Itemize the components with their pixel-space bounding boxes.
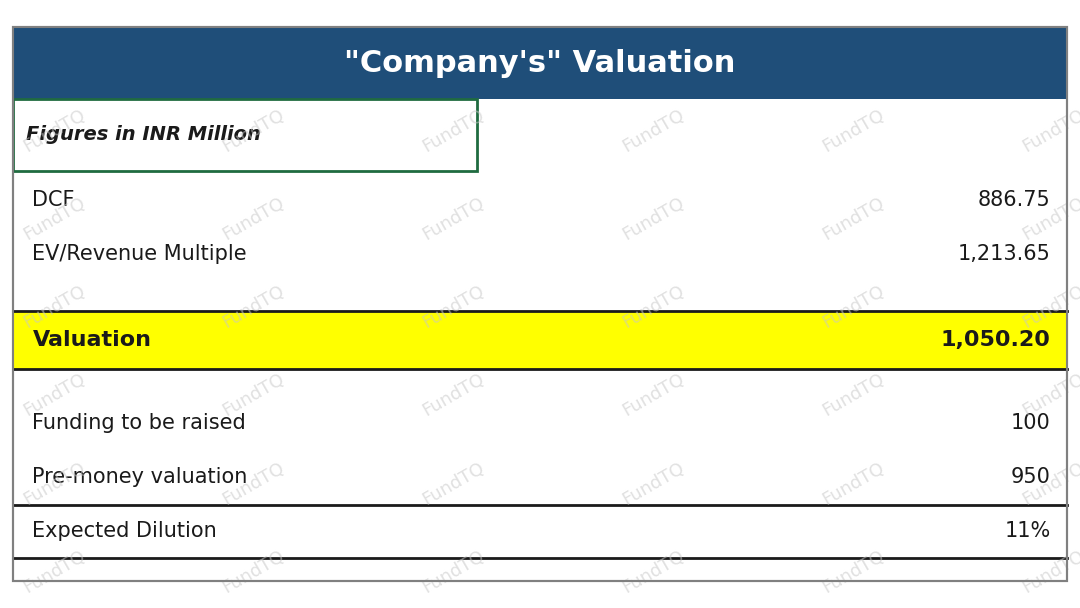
Text: FundTQ: FundTQ: [419, 194, 488, 244]
Text: FundTQ: FundTQ: [619, 106, 688, 156]
Text: FundTQ: FundTQ: [219, 458, 288, 508]
Text: FundTQ: FundTQ: [219, 282, 288, 332]
Text: FundTQ: FundTQ: [619, 194, 688, 244]
Text: Valuation: Valuation: [32, 330, 151, 350]
Text: FundTQ: FundTQ: [819, 370, 888, 420]
Text: FundTQ: FundTQ: [619, 458, 688, 508]
Text: FundTQ: FundTQ: [419, 282, 488, 332]
Text: FundTQ: FundTQ: [19, 458, 89, 508]
Text: FundTQ: FundTQ: [219, 370, 288, 420]
Text: Funding to be raised: Funding to be raised: [32, 413, 246, 433]
Text: FundTQ: FundTQ: [219, 194, 288, 244]
Text: 950: 950: [1011, 467, 1051, 486]
Text: FundTQ: FundTQ: [19, 106, 89, 156]
Text: 11%: 11%: [1004, 522, 1051, 541]
Text: FundTQ: FundTQ: [219, 547, 288, 596]
Text: 100: 100: [1011, 413, 1051, 433]
Text: FundTQ: FundTQ: [819, 282, 888, 332]
Text: FundTQ: FundTQ: [1018, 458, 1080, 508]
Text: Expected Dilution: Expected Dilution: [32, 522, 217, 541]
Text: FundTQ: FundTQ: [819, 106, 888, 156]
Text: DCF: DCF: [32, 190, 75, 210]
Text: FundTQ: FundTQ: [19, 194, 89, 244]
Bar: [13, 311, 1067, 369]
Text: FundTQ: FundTQ: [419, 458, 488, 508]
Text: EV/Revenue Multiple: EV/Revenue Multiple: [32, 244, 247, 263]
Text: FundTQ: FundTQ: [819, 458, 888, 508]
Text: FundTQ: FundTQ: [219, 106, 288, 156]
Text: FundTQ: FundTQ: [419, 106, 488, 156]
Text: 1,213.65: 1,213.65: [958, 244, 1051, 263]
Text: FundTQ: FundTQ: [1018, 282, 1080, 332]
Text: Pre-money valuation: Pre-money valuation: [32, 467, 247, 486]
Bar: [13, 27, 1067, 99]
Text: "Company's" Valuation: "Company's" Valuation: [345, 49, 735, 78]
Text: Figures in INR Million: Figures in INR Million: [26, 125, 260, 145]
Text: 1,050.20: 1,050.20: [941, 330, 1051, 350]
Text: FundTQ: FundTQ: [1018, 194, 1080, 244]
Text: FundTQ: FundTQ: [19, 282, 89, 332]
Text: FundTQ: FundTQ: [619, 370, 688, 420]
Text: FundTQ: FundTQ: [619, 282, 688, 332]
Text: FundTQ: FundTQ: [419, 547, 488, 596]
Text: FundTQ: FundTQ: [819, 194, 888, 244]
Text: FundTQ: FundTQ: [619, 547, 688, 596]
Text: FundTQ: FundTQ: [19, 547, 89, 596]
Text: FundTQ: FundTQ: [1018, 370, 1080, 420]
Text: FundTQ: FundTQ: [1018, 547, 1080, 596]
Text: FundTQ: FundTQ: [419, 370, 488, 420]
Text: FundTQ: FundTQ: [19, 370, 89, 420]
Text: FundTQ: FundTQ: [1018, 106, 1080, 156]
Text: 886.75: 886.75: [978, 190, 1051, 210]
Bar: [13, 99, 476, 171]
Text: FundTQ: FundTQ: [819, 547, 888, 596]
